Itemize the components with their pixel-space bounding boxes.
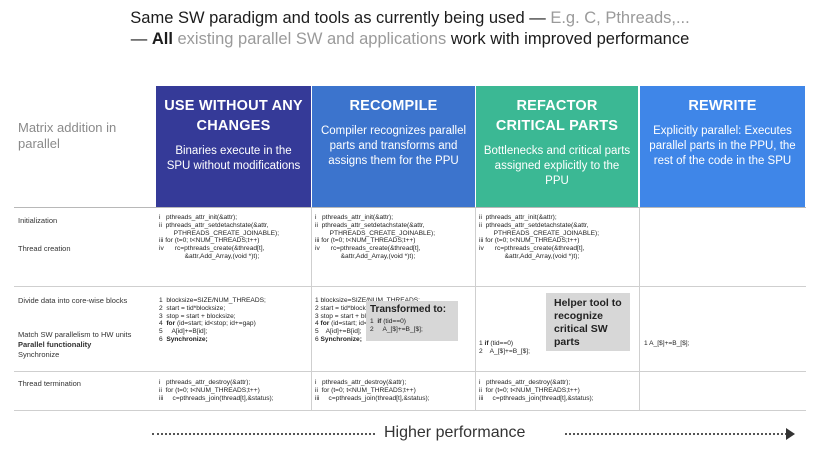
code-line: 2 start = tid*blocksize; [315, 304, 380, 312]
code-line: 1 [370, 318, 378, 325]
code-keyword: for [166, 320, 176, 328]
code-line: 2 start = tid*blocksize; [159, 304, 226, 312]
headline-line-1: Same SW paradigm and tools as currently … [0, 8, 820, 29]
row-label-parallel: Parallel functionality [18, 340, 92, 349]
code-line: 3 stop = start + blocksize; [159, 312, 236, 320]
column-header-refactor: REFACTOR CRITICAL PARTS Bottlenecks and … [476, 86, 638, 207]
headline-line-2: — All existing parallel SW and applicati… [0, 29, 820, 50]
row-label-thread-creation: Thread creation [18, 244, 71, 253]
row-label-match-sw: Match SW parallelism to HW units [18, 330, 132, 339]
row-label-initialization: Initialization [18, 216, 58, 225]
column-header-recompile: RECOMPILE Compiler recognizes parallel p… [312, 86, 475, 207]
code-line: 5 A[id]+=B[id]; [315, 328, 362, 336]
row-label-synchronize: Synchronize [18, 350, 60, 359]
column-divider [639, 207, 640, 410]
code-line: 2 A_[$]+=B_[$]; [370, 326, 423, 333]
column-header-use-without-changes: USE WITHOUT ANY CHANGES Binaries execute… [156, 86, 311, 207]
row-divider [14, 371, 806, 372]
column-description: Compiler recognizes parallel parts and t… [320, 125, 467, 167]
dotted-line-right [565, 433, 787, 435]
transformed-title: Transformed to: [370, 304, 447, 315]
headline-text: Same SW paradigm and tools as currently … [130, 9, 551, 27]
headline-end: work with improved performance [450, 30, 690, 48]
row-divider [14, 207, 806, 208]
row-label-divide-data: Divide data into core-wise blocks [18, 296, 128, 305]
code-termination-refactor: i pthreads_attr_destroy(&attr); ii for (… [479, 379, 594, 402]
transformed-callout: Transformed to: 1 if (tid==0) 2 A_[$]+=B… [366, 301, 458, 341]
column-title: USE WITHOUT ANY CHANGES [164, 98, 303, 134]
corner-label: Matrix addition in parallel [18, 120, 117, 151]
code-line: 6 [315, 335, 321, 343]
column-divider [475, 207, 476, 410]
footer-label: Higher performance [384, 424, 526, 441]
column-description: Bottlenecks and critical parts assigned … [483, 145, 631, 187]
code-init-recompile: i pthreads_attr_init(&attr); ii pthreads… [315, 214, 436, 260]
column-title: REWRITE [688, 98, 757, 114]
headline-example: E.g. C, Pthreads,... [550, 9, 690, 27]
code-line: 4 [159, 320, 167, 328]
code-line: 2 A_[$]+=B_[$]; [479, 347, 530, 355]
code-init-use-without-changes: i pthreads_attr_init(&attr); ii pthreads… [159, 214, 280, 260]
column-description: Binaries execute in the SPU without modi… [166, 145, 301, 172]
code-line: (tid==0) [381, 318, 406, 325]
code-line: 6 [159, 335, 167, 343]
arrow-right-icon [786, 428, 795, 440]
column-title: REFACTOR CRITICAL PARTS [495, 98, 619, 134]
headline-dash: — [130, 30, 152, 48]
code-keyword: Synchronize; [320, 335, 362, 343]
headline: Same SW paradigm and tools as currently … [0, 8, 820, 50]
code-termination-recompile: i pthreads_attr_destroy(&attr); ii for (… [315, 379, 430, 402]
column-title: RECOMPILE [349, 98, 438, 114]
performance-arrow: Higher performance [0, 422, 820, 446]
column-description: Explicitly parallel: Executes parallel p… [649, 125, 796, 167]
code-line: (id=start; id<stop; id+=gap) [175, 320, 256, 328]
transformed-code: 1 if (tid==0) 2 A_[$]+=B_[$]; [370, 318, 454, 334]
code-keyword: Synchronize; [166, 335, 208, 343]
code-keyword: for [320, 320, 330, 328]
headline-all: All [151, 30, 173, 48]
code-termination-use-without-changes: i pthreads_attr_destroy(&attr); ii for (… [159, 379, 274, 402]
code-line: 4 [315, 320, 321, 328]
row-divider [14, 286, 806, 287]
column-header-rewrite: REWRITE Explicitly parallel: Executes pa… [640, 86, 805, 207]
code-parallel-refactor: 1 if (tid==0) 2 A_[$]+=B_[$]; [479, 340, 530, 356]
headline-middle: existing parallel SW and applications [172, 30, 451, 48]
code-keyword: if [377, 318, 382, 325]
code-line: 1 blocksize=SIZE/NUM_THREADS; [315, 297, 420, 304]
code-init-refactor: ii pthreads_attr_init(&attr); ii pthread… [479, 214, 600, 260]
column-divider [311, 207, 312, 410]
code-parallel-use-without-changes: 1 blocksize=SIZE/NUM_THREADS; 2 start = … [159, 297, 266, 344]
helper-tool-callout: Helper tool to recognize critical SW par… [546, 293, 630, 351]
dotted-line-left [152, 433, 375, 435]
code-line: 5 A[id]+=B[id]; [159, 328, 208, 336]
code-line: (tid==0) [488, 340, 514, 347]
code-line: 1 [479, 340, 485, 347]
code-line: 1 blocksize=SIZE/NUM_THREADS; [159, 297, 266, 304]
row-label-termination: Thread termination [18, 379, 81, 388]
row-divider [14, 410, 806, 411]
code-parallel-rewrite: 1 A_[$]+=B_[$]; [644, 340, 690, 347]
code-keyword: if [484, 340, 489, 347]
